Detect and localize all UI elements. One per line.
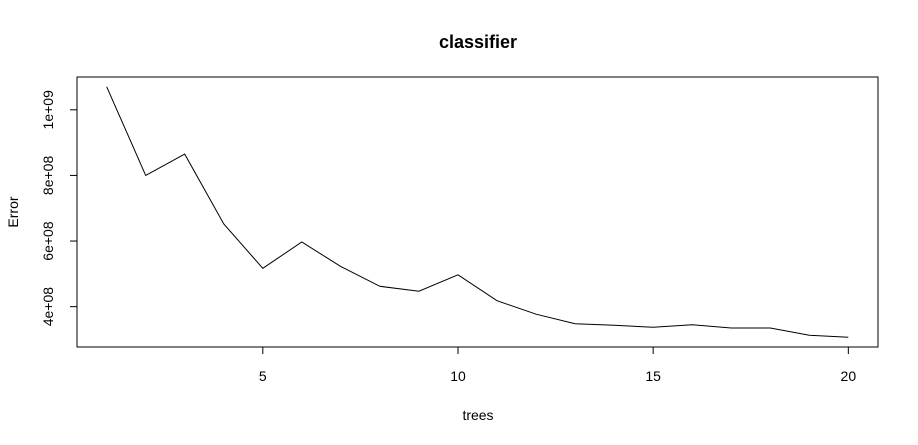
x-tick-label: 20 <box>841 368 857 384</box>
x-tick-label: 5 <box>259 368 267 384</box>
y-tick-label: 4e+08 <box>40 287 56 327</box>
x-tick-label: 10 <box>450 368 466 384</box>
x-tick-label: 15 <box>645 368 661 384</box>
y-tick-label: 8e+08 <box>40 156 56 196</box>
series-layer <box>106 86 849 338</box>
plot-area-frame <box>76 76 879 348</box>
y-axis-title: Error <box>5 196 21 227</box>
y-tick-label: 6e+08 <box>40 221 56 261</box>
y-tick-label: 1e+09 <box>40 90 56 130</box>
series-line <box>106 86 849 338</box>
chart-title: classifier <box>439 32 517 52</box>
x-axis-title: trees <box>462 407 493 423</box>
x-axis: 5 10 15 20 <box>259 346 857 384</box>
y-axis: 4e+08 6e+08 8e+08 1e+09 <box>40 90 78 327</box>
